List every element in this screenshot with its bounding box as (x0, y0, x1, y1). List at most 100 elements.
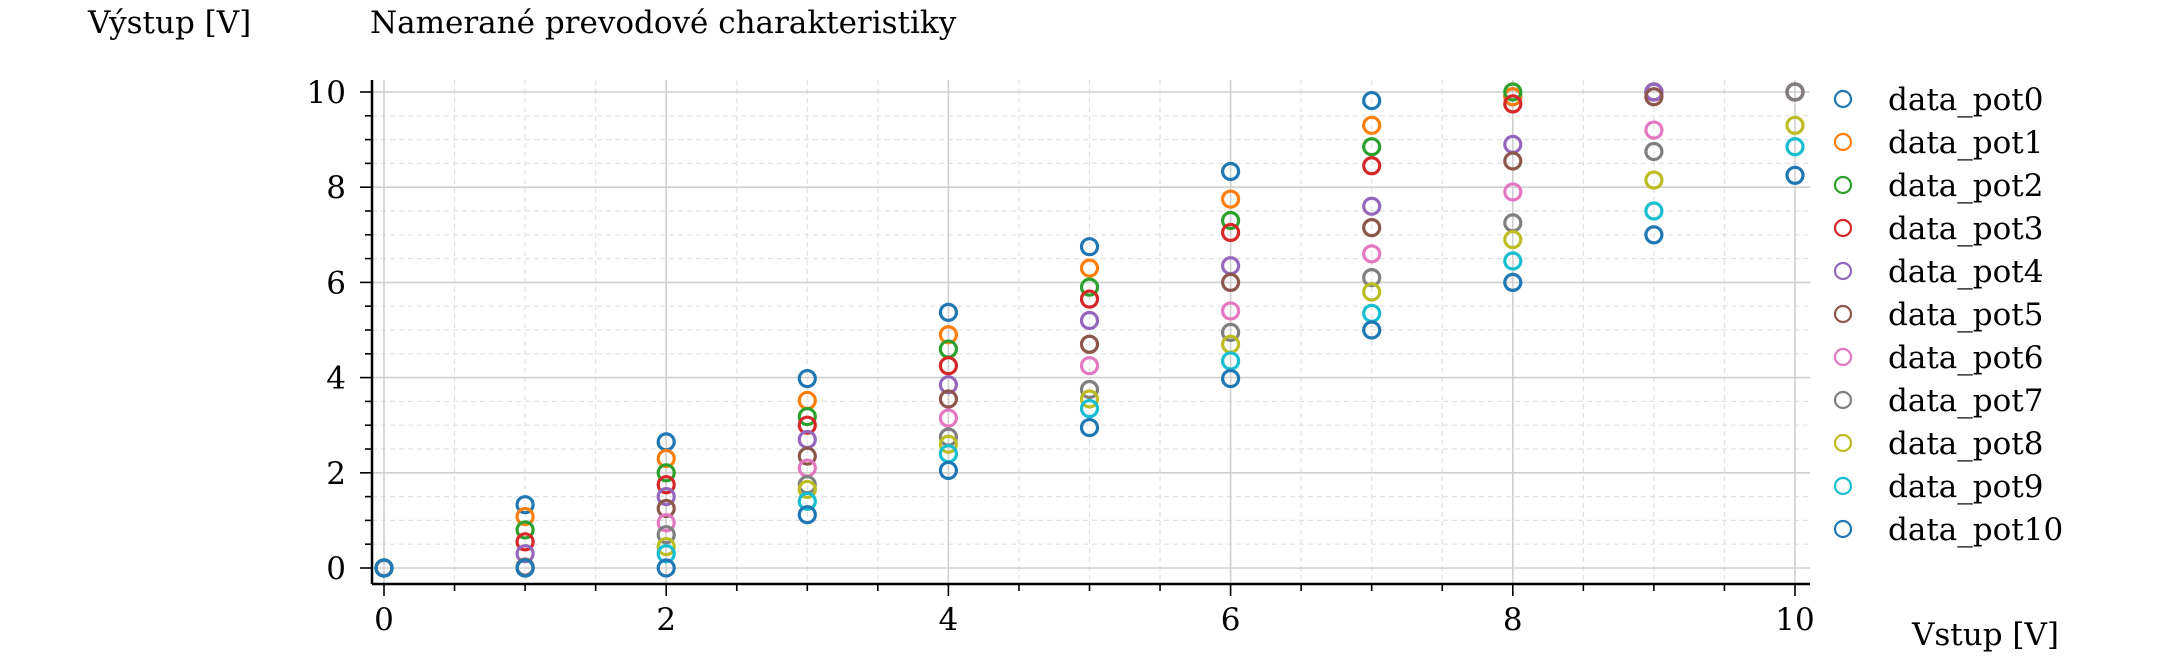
x-tick-label: 0 (374, 602, 394, 638)
legend-marker (1833, 476, 1853, 496)
data-point (1079, 289, 1100, 309)
y-tick-label: 6 (326, 265, 346, 301)
y-tick-label: 8 (326, 170, 346, 206)
data-point (1644, 225, 1664, 245)
grid (372, 80, 1810, 584)
legend-marker (1833, 390, 1853, 410)
data-point (515, 544, 535, 564)
x-axis-label: Vstup [V] (1911, 617, 2059, 653)
data-point (1503, 251, 1523, 271)
data-point (1644, 87, 1664, 107)
data-point (1503, 182, 1523, 202)
data-point (656, 487, 676, 507)
data-point (1079, 389, 1100, 409)
legend-marker (1833, 218, 1853, 238)
data-point (1079, 379, 1100, 400)
x-tick-label: 6 (1221, 602, 1241, 638)
data-point (1644, 170, 1664, 190)
legend-label: data_pot10 (1888, 512, 2063, 548)
legend-marker (1833, 304, 1853, 324)
series-data_pot10 (374, 165, 1805, 578)
data-point (515, 558, 535, 578)
y-tick-label: 0 (326, 551, 346, 587)
data-point (797, 479, 817, 500)
data-point (1362, 156, 1382, 176)
data-point (515, 506, 535, 527)
legend-label: data_pot7 (1888, 383, 2043, 419)
data-point (1362, 268, 1382, 288)
data-point (1220, 322, 1241, 342)
data-point (1362, 282, 1382, 302)
data-point (1362, 218, 1382, 238)
data-point (797, 491, 817, 511)
data-point (797, 505, 817, 525)
data-point (374, 558, 394, 578)
data-point (1644, 141, 1664, 162)
legend-marker (1833, 347, 1853, 367)
legend-label: data_pot1 (1888, 125, 2043, 161)
data-point (1362, 196, 1382, 216)
data-point (1785, 137, 1805, 157)
legend: data_pot0 data_pot1 data_pot2 data_pot3data… (1833, 82, 2063, 548)
data-point (1079, 398, 1100, 419)
data-point (656, 536, 676, 557)
legend-label: data_pot4 (1888, 254, 2043, 290)
data-point (797, 407, 817, 427)
data-point (515, 520, 535, 540)
data-point (938, 375, 959, 395)
data-point (797, 446, 817, 466)
data-point (656, 463, 676, 483)
data-point (656, 525, 676, 545)
data-point (938, 325, 959, 345)
y-tick-label: 10 (307, 75, 346, 111)
data-point (797, 368, 817, 389)
data-point (1220, 189, 1241, 209)
data-point (1785, 115, 1805, 135)
data-point (1785, 165, 1805, 185)
axes (360, 80, 1810, 596)
legend-label: data_pot6 (1888, 340, 2043, 376)
data-point (1220, 210, 1241, 231)
data-point (515, 532, 535, 552)
y-tick-label: 4 (326, 361, 346, 397)
legend-label: data_pot8 (1888, 426, 2043, 462)
y-tick-label: 2 (326, 456, 346, 492)
legend-label: data_pot2 (1888, 168, 2043, 204)
data-point (1079, 277, 1100, 297)
x-tick-label: 8 (1503, 602, 1523, 638)
data-point (1503, 272, 1523, 292)
data-point (1220, 301, 1241, 321)
data-point (1220, 161, 1241, 182)
data-point (656, 498, 676, 519)
data-point (1503, 94, 1523, 114)
data-point (1503, 151, 1523, 171)
legend-marker (1833, 175, 1853, 195)
data-point (1079, 310, 1100, 331)
data-point (1079, 334, 1100, 354)
data-point (656, 448, 676, 469)
legend-label: data_pot9 (1888, 469, 2043, 505)
data-point (1220, 222, 1241, 243)
x-tick-label: 10 (1775, 602, 1814, 638)
data-point (1220, 351, 1241, 371)
data-point (938, 302, 959, 322)
data-points (374, 82, 1805, 578)
legend-marker (1833, 519, 1853, 539)
data-point (938, 389, 959, 409)
data-point (1362, 137, 1382, 157)
data-point (1079, 258, 1100, 278)
data-point (656, 558, 676, 578)
data-point (1079, 237, 1100, 257)
data-point (938, 408, 959, 428)
legend-label: data_pot3 (1888, 211, 2043, 247)
data-point (656, 544, 676, 564)
data-point (1362, 244, 1382, 264)
chart-title: Namerané prevodové charakteristiky (370, 5, 957, 41)
x-tick-label: 2 (656, 602, 676, 638)
data-point (1644, 120, 1664, 140)
x-tick-label: 4 (939, 602, 959, 638)
y-axis-label: Výstup [V] (87, 5, 251, 41)
data-point (1785, 82, 1805, 102)
tick-labels: 0 2 4 6 8 10 0 2 4 6 8 10 (307, 75, 1815, 638)
